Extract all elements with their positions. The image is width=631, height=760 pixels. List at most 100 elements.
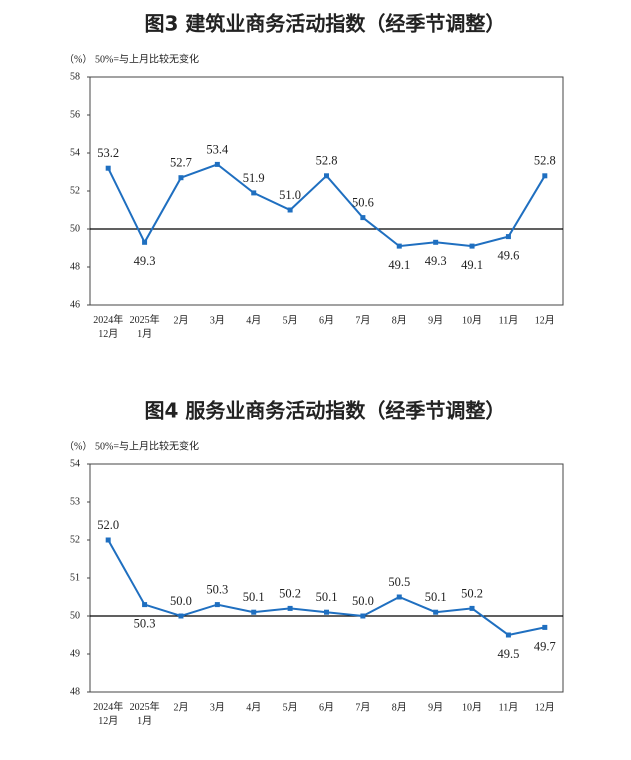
marker bbox=[105, 165, 111, 171]
y-tick-label: 51 bbox=[70, 572, 80, 583]
value-label: 49.5 bbox=[497, 647, 519, 661]
y-tick-label: 53 bbox=[70, 496, 80, 507]
marker bbox=[396, 243, 402, 249]
chart: 图4 服务业商务活动指数（经季节调整） （%） 50%=与上月比较无变化 48 49 50… bbox=[64, 399, 564, 727]
marker bbox=[396, 594, 402, 600]
marker bbox=[251, 609, 257, 615]
marker bbox=[469, 605, 475, 611]
marker bbox=[433, 609, 439, 615]
y-tick-label: 49 bbox=[70, 648, 80, 659]
y-tick-label: 56 bbox=[70, 109, 80, 120]
x-tick-label: 3月 bbox=[210, 701, 225, 713]
value-label: 53.4 bbox=[206, 142, 229, 156]
marker bbox=[433, 239, 439, 245]
marker bbox=[214, 602, 220, 608]
value-label: 52.7 bbox=[170, 156, 192, 170]
marker bbox=[505, 632, 511, 638]
value-label: 50.1 bbox=[425, 590, 447, 604]
x-tick-label: 9月 bbox=[428, 314, 443, 326]
value-label: 53.2 bbox=[97, 146, 119, 160]
x-tick-label: 10月 bbox=[462, 314, 482, 326]
value-label: 50.2 bbox=[279, 586, 301, 600]
x-tick-label: 2025年 1月 bbox=[130, 313, 160, 340]
marker bbox=[287, 605, 293, 611]
marker bbox=[251, 190, 257, 196]
marker bbox=[324, 609, 329, 615]
y-tick-label: 48 bbox=[70, 686, 80, 697]
marker bbox=[178, 613, 184, 619]
x-tick-label: 4月 bbox=[246, 314, 261, 326]
marker bbox=[324, 173, 329, 179]
x-tick-label: 2024年 12月 bbox=[93, 313, 123, 340]
value-label: 49.7 bbox=[534, 639, 556, 653]
marker bbox=[360, 613, 366, 619]
value-label: 50.6 bbox=[352, 195, 374, 209]
value-label: 50.1 bbox=[316, 590, 338, 604]
x-tick-label: 2024年 12月 bbox=[93, 700, 123, 727]
y-tick-label: 58 bbox=[70, 71, 80, 82]
x-tick-label: 10月 bbox=[462, 701, 482, 713]
marker bbox=[142, 602, 148, 608]
value-label: 50.0 bbox=[170, 594, 192, 608]
value-label: 50.3 bbox=[206, 582, 228, 596]
x-tick-label: 6月 bbox=[319, 314, 334, 326]
value-label: 51.0 bbox=[279, 188, 301, 202]
x-tick-label: 11月 bbox=[499, 701, 519, 713]
value-label: 50.2 bbox=[461, 586, 483, 600]
x-tick-label: 6月 bbox=[319, 701, 334, 713]
y-tick-label: 52 bbox=[70, 185, 80, 196]
marker bbox=[360, 215, 366, 221]
subtitle: 50%=与上月比较无变化 bbox=[95, 52, 199, 65]
value-label: 49.3 bbox=[134, 254, 156, 268]
marker bbox=[505, 234, 511, 240]
subtitle: 50%=与上月比较无变化 bbox=[95, 439, 199, 452]
marker bbox=[178, 175, 184, 181]
x-tick-label: 12月 bbox=[535, 701, 555, 713]
x-tick-label: 9月 bbox=[428, 701, 443, 713]
x-tick-label: 2025年 1月 bbox=[130, 700, 160, 727]
value-label: 49.3 bbox=[425, 254, 447, 268]
marker bbox=[142, 239, 148, 245]
x-tick-label: 12月 bbox=[535, 314, 555, 326]
value-label: 50.0 bbox=[352, 594, 374, 608]
value-label: 52.0 bbox=[97, 518, 119, 532]
y-tick-label: 46 bbox=[70, 299, 80, 310]
y-tick-label: 50 bbox=[70, 223, 80, 234]
y-tick-label: 54 bbox=[70, 458, 80, 469]
y-tick-label: 52 bbox=[70, 534, 80, 545]
chart-title: 图4 服务业商务活动指数（经季节调整） bbox=[145, 399, 506, 423]
plot-frame bbox=[89, 76, 564, 306]
y-unit: （%） bbox=[64, 440, 92, 452]
value-label: 52.8 bbox=[534, 154, 556, 168]
value-label: 50.1 bbox=[243, 590, 265, 604]
x-tick-label: 4月 bbox=[246, 701, 261, 713]
x-tick-label: 2月 bbox=[173, 314, 188, 326]
value-label: 50.5 bbox=[388, 575, 410, 589]
marker bbox=[542, 624, 548, 630]
value-label: 52.8 bbox=[316, 154, 338, 168]
plot-frame bbox=[89, 463, 564, 693]
marker bbox=[214, 161, 220, 167]
y-unit: （%） bbox=[64, 53, 92, 65]
marker bbox=[105, 537, 111, 543]
value-label: 51.9 bbox=[243, 171, 265, 185]
value-label: 49.1 bbox=[461, 258, 483, 272]
marker bbox=[542, 173, 548, 179]
x-tick-label: 3月 bbox=[210, 314, 225, 326]
y-tick-label: 50 bbox=[70, 610, 80, 621]
value-label: 49.1 bbox=[388, 258, 410, 272]
value-label: 50.3 bbox=[134, 616, 156, 630]
marker bbox=[287, 207, 293, 213]
x-tick-label: 7月 bbox=[355, 701, 370, 713]
y-tick-label: 48 bbox=[70, 261, 80, 272]
x-tick-label: 5月 bbox=[283, 314, 298, 326]
x-tick-label: 7月 bbox=[355, 314, 370, 326]
x-tick-label: 8月 bbox=[392, 701, 407, 713]
chart-title: 图3 建筑业商务活动指数（经季节调整） bbox=[145, 12, 506, 36]
x-tick-label: 5月 bbox=[283, 701, 298, 713]
chart: 图3 建筑业商务活动指数（经季节调整） （%） 50%=与上月比较无变化 46 48 50… bbox=[64, 12, 564, 340]
value-label: 49.6 bbox=[497, 248, 519, 262]
x-tick-label: 11月 bbox=[499, 314, 519, 326]
marker bbox=[469, 243, 475, 249]
